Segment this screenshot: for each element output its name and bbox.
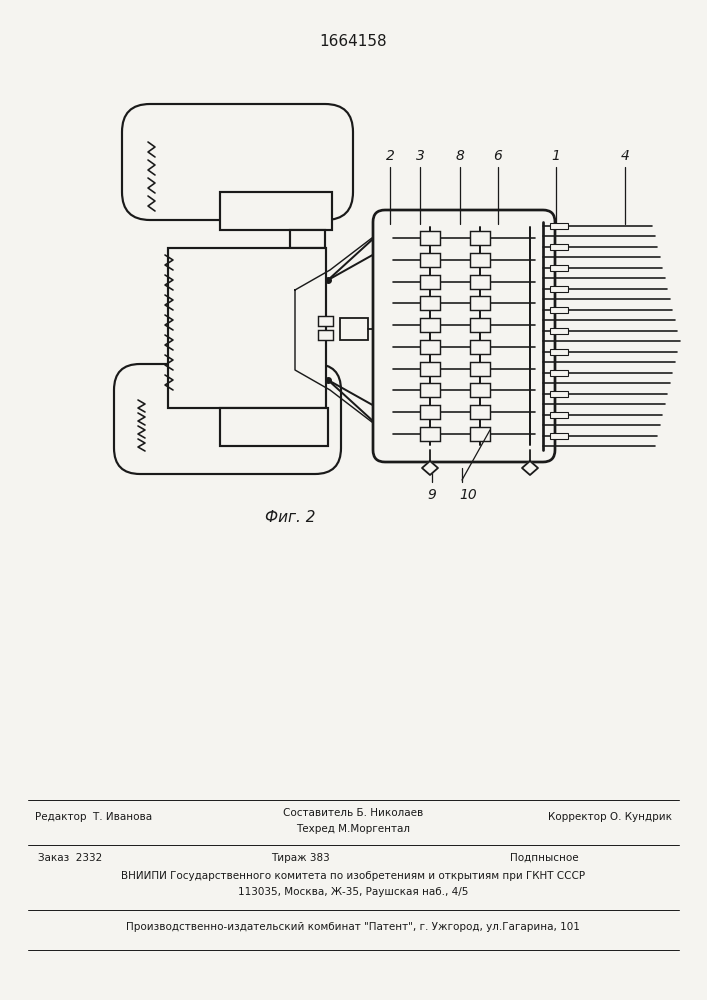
Bar <box>470 231 490 245</box>
Bar <box>550 349 568 355</box>
Polygon shape <box>522 461 538 475</box>
Text: Тираж 383: Тираж 383 <box>271 853 329 863</box>
Bar <box>470 383 490 397</box>
Bar <box>470 296 490 310</box>
Text: Производственно-издательский комбинат "Патент", г. Ужгород, ул.Гагарина, 101: Производственно-издательский комбинат "П… <box>126 922 580 932</box>
Bar <box>420 405 440 419</box>
Text: Составитель Б. Николаев: Составитель Б. Николаев <box>283 808 423 818</box>
Text: 3: 3 <box>416 149 424 163</box>
Text: 4: 4 <box>621 149 629 163</box>
Text: 6: 6 <box>493 149 503 163</box>
Text: Заказ  2332: Заказ 2332 <box>38 853 103 863</box>
FancyBboxPatch shape <box>373 210 555 462</box>
Bar <box>470 427 490 441</box>
Text: 1: 1 <box>551 149 561 163</box>
Polygon shape <box>422 461 438 475</box>
Bar <box>550 223 568 229</box>
Bar <box>550 286 568 292</box>
Bar <box>470 253 490 267</box>
Bar <box>420 275 440 289</box>
FancyBboxPatch shape <box>114 364 341 474</box>
Bar <box>470 318 490 332</box>
Bar <box>550 412 568 418</box>
Bar <box>420 296 440 310</box>
Bar <box>550 391 568 397</box>
Bar <box>420 318 440 332</box>
Text: Техред М.Моргентал: Техред М.Моргентал <box>296 824 410 834</box>
Bar <box>470 340 490 354</box>
Bar <box>340 318 368 340</box>
Bar <box>220 408 328 446</box>
FancyBboxPatch shape <box>122 104 353 220</box>
Bar <box>550 328 568 334</box>
Text: Редактор  Т. Иванова: Редактор Т. Иванова <box>35 812 152 822</box>
Bar <box>550 433 568 439</box>
Bar <box>550 265 568 271</box>
Bar <box>420 253 440 267</box>
Bar <box>420 231 440 245</box>
Text: 2: 2 <box>385 149 395 163</box>
Bar <box>420 340 440 354</box>
Text: ВНИИПИ Государственного комитета по изобретениям и открытиям при ГКНТ СССР: ВНИИПИ Государственного комитета по изоб… <box>121 871 585 881</box>
Bar <box>168 248 326 408</box>
Text: Корректор О. Кундрик: Корректор О. Кундрик <box>548 812 672 822</box>
Polygon shape <box>295 228 385 432</box>
Text: Фиг. 2: Фиг. 2 <box>264 510 315 525</box>
Bar <box>220 192 332 230</box>
Bar <box>318 316 333 326</box>
Bar <box>290 230 325 248</box>
Bar <box>550 244 568 250</box>
Bar <box>550 370 568 376</box>
Bar <box>420 362 440 376</box>
Text: 8: 8 <box>455 149 464 163</box>
Bar <box>550 307 568 313</box>
Text: 10: 10 <box>459 488 477 502</box>
Text: 1664158: 1664158 <box>319 34 387 49</box>
Bar <box>470 275 490 289</box>
Bar <box>420 383 440 397</box>
Bar <box>470 405 490 419</box>
Text: 113035, Москва, Ж-35, Раушская наб., 4/5: 113035, Москва, Ж-35, Раушская наб., 4/5 <box>238 887 468 897</box>
Bar <box>318 330 333 340</box>
Text: 9: 9 <box>428 488 436 502</box>
Bar <box>470 362 490 376</box>
Text: Подпнысное: Подпнысное <box>510 853 578 863</box>
Bar <box>420 427 440 441</box>
